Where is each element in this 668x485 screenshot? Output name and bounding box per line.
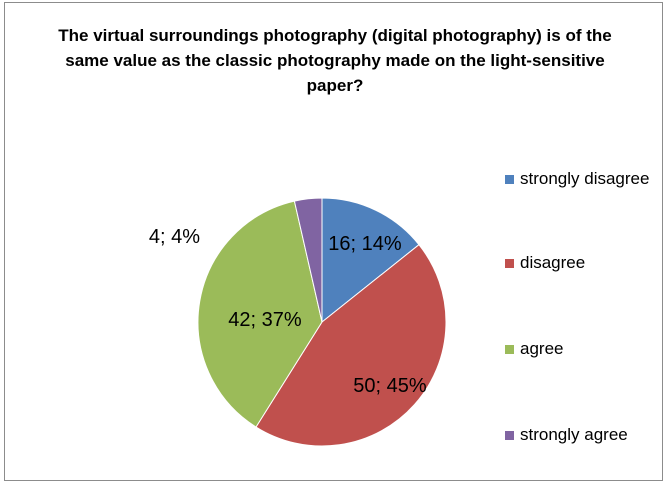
- data-label-strongly-agree: 4; 4%: [149, 226, 200, 248]
- pie-slice-strongly-disagree: [321, 197, 420, 324]
- chart-title: The virtual surroundings photography (di…: [58, 26, 612, 95]
- legend-item-strongly-agree: strongly agree: [505, 424, 655, 446]
- legend-label-strongly-agree: strongly agree: [520, 425, 628, 444]
- data-label-agree: 42; 37%: [228, 309, 302, 331]
- legend-label-disagree: disagree: [520, 253, 586, 272]
- pie-slice-strongly-agree: [293, 197, 323, 323]
- legend-swatch-disagree: [505, 259, 514, 268]
- legend-swatch-agree: [505, 345, 514, 354]
- data-label-strongly-disagree: 16; 14%: [328, 233, 402, 255]
- legend-swatch-strongly-agree: [505, 431, 514, 440]
- legend-item-strongly-disagree: strongly disagree: [505, 168, 655, 190]
- legend-label-strongly-disagree: strongly disagree: [520, 169, 650, 188]
- legend-item-agree: agree: [505, 338, 655, 360]
- legend-label-agree: agree: [520, 339, 564, 358]
- pie-slice-agree: [197, 200, 323, 428]
- pie-slice-disagree: [255, 243, 447, 447]
- legend-swatch-strongly-disagree: [505, 175, 514, 184]
- legend-item-disagree: disagree: [505, 252, 655, 274]
- data-label-disagree: 50; 45%: [353, 375, 427, 397]
